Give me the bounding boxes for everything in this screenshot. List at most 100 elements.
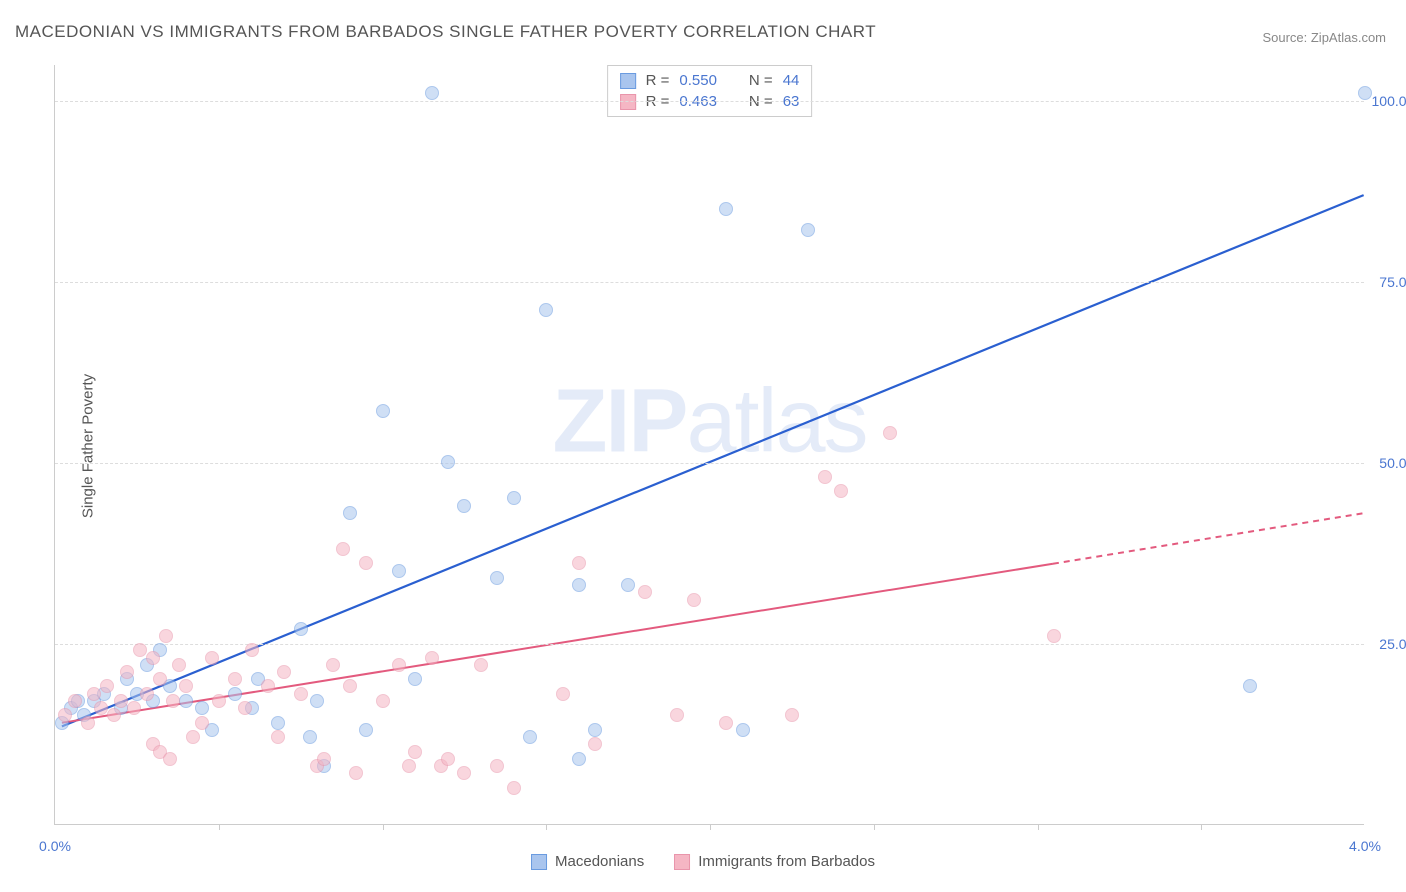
data-point xyxy=(507,781,521,795)
data-point xyxy=(588,723,602,737)
data-point xyxy=(317,752,331,766)
data-point xyxy=(1243,679,1257,693)
data-point xyxy=(539,303,553,317)
data-point xyxy=(205,651,219,665)
gridline xyxy=(55,101,1364,102)
data-point xyxy=(343,506,357,520)
data-point xyxy=(670,708,684,722)
data-point xyxy=(785,708,799,722)
data-point xyxy=(87,687,101,701)
x-tick-label: 0.0% xyxy=(39,838,71,854)
data-point xyxy=(186,730,200,744)
data-point xyxy=(801,223,815,237)
data-point xyxy=(228,672,242,686)
trend-line-dashed xyxy=(1053,513,1364,564)
data-point xyxy=(303,730,317,744)
stats-n-label: N = xyxy=(749,72,773,89)
data-point xyxy=(572,578,586,592)
x-tick xyxy=(1201,824,1202,830)
data-point xyxy=(490,759,504,773)
data-point xyxy=(507,491,521,505)
plot-area: ZIPatlas R = 0.550 N = 44 R = 0.463 N = … xyxy=(54,65,1364,825)
data-point xyxy=(441,455,455,469)
x-tick-label: 4.0% xyxy=(1349,838,1381,854)
stats-r-value: 0.550 xyxy=(679,72,717,89)
data-point xyxy=(523,730,537,744)
data-point xyxy=(457,766,471,780)
x-tick xyxy=(219,824,220,830)
data-point xyxy=(408,745,422,759)
data-point xyxy=(336,542,350,556)
data-point xyxy=(736,723,750,737)
data-point xyxy=(392,564,406,578)
data-point xyxy=(179,679,193,693)
data-point xyxy=(133,643,147,657)
data-point xyxy=(490,571,504,585)
x-tick xyxy=(1038,824,1039,830)
data-point xyxy=(572,556,586,570)
data-point xyxy=(474,658,488,672)
data-point xyxy=(140,687,154,701)
data-point xyxy=(326,658,340,672)
data-point xyxy=(349,766,363,780)
data-point xyxy=(58,708,72,722)
x-tick xyxy=(383,824,384,830)
legend-swatch xyxy=(674,854,690,870)
legend-label: Macedonians xyxy=(555,853,644,870)
data-point xyxy=(159,629,173,643)
data-point xyxy=(195,716,209,730)
data-point xyxy=(343,679,357,693)
data-point xyxy=(277,665,291,679)
data-point xyxy=(166,694,180,708)
data-point xyxy=(107,708,121,722)
data-point xyxy=(294,687,308,701)
source-attribution: Source: ZipAtlas.com xyxy=(1262,30,1386,45)
data-point xyxy=(245,643,259,657)
data-point xyxy=(68,694,82,708)
data-point xyxy=(163,752,177,766)
x-tick xyxy=(546,824,547,830)
x-tick xyxy=(710,824,711,830)
data-point xyxy=(146,651,160,665)
legend-swatch xyxy=(531,854,547,870)
stats-n-value: 44 xyxy=(783,72,800,89)
legend-swatch xyxy=(620,73,636,89)
data-point xyxy=(408,672,422,686)
data-point xyxy=(719,716,733,730)
data-point xyxy=(441,752,455,766)
data-point xyxy=(238,701,252,715)
data-point xyxy=(402,759,416,773)
legend-item: Immigrants from Barbados xyxy=(674,853,875,870)
data-point xyxy=(1358,86,1372,100)
data-point xyxy=(834,484,848,498)
y-tick-label: 75.0% xyxy=(1379,274,1406,290)
data-point xyxy=(376,694,390,708)
data-point xyxy=(572,752,586,766)
data-point xyxy=(687,593,701,607)
x-tick xyxy=(874,824,875,830)
y-tick-label: 50.0% xyxy=(1379,455,1406,471)
stats-legend: R = 0.550 N = 44 R = 0.463 N = 63 xyxy=(607,65,813,117)
data-point xyxy=(359,556,373,570)
data-point xyxy=(883,426,897,440)
data-point xyxy=(425,86,439,100)
data-point xyxy=(271,716,285,730)
data-point xyxy=(818,470,832,484)
legend-item: Macedonians xyxy=(531,853,644,870)
data-point xyxy=(114,694,128,708)
data-point xyxy=(271,730,285,744)
data-point xyxy=(376,404,390,418)
data-point xyxy=(294,622,308,636)
y-tick-label: 100.0% xyxy=(1372,93,1406,109)
gridline xyxy=(55,282,1364,283)
gridline xyxy=(55,463,1364,464)
chart-title: MACEDONIAN VS IMMIGRANTS FROM BARBADOS S… xyxy=(15,22,876,42)
data-point xyxy=(81,716,95,730)
data-point xyxy=(310,694,324,708)
data-point xyxy=(120,665,134,679)
data-point xyxy=(457,499,471,513)
legend-label: Immigrants from Barbados xyxy=(698,853,875,870)
data-point xyxy=(179,694,193,708)
data-point xyxy=(392,658,406,672)
data-point xyxy=(359,723,373,737)
